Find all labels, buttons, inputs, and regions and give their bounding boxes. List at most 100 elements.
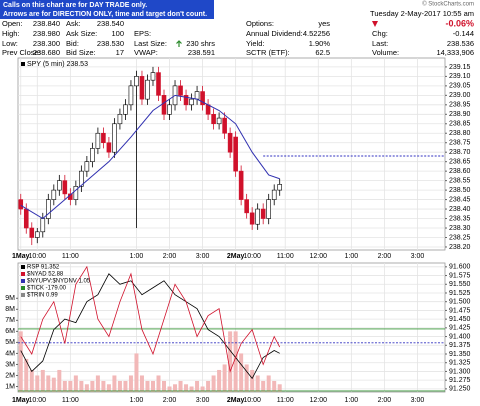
y-tick-label: 91.550: [449, 281, 471, 288]
field-value: 230 shrs: [186, 39, 215, 48]
volume-bar: [178, 380, 183, 392]
candle-body: [23, 208, 29, 229]
volume-bar: [73, 375, 78, 392]
y-tick-label: 238.70: [449, 149, 471, 156]
volume-bar: [40, 369, 45, 392]
x-tick-label: 3:00: [196, 253, 210, 260]
y-tick-label: 91.400: [449, 333, 471, 340]
candle-body: [183, 95, 189, 106]
y-tick-label: 91.375: [449, 342, 471, 349]
field-label: EPS:: [134, 29, 151, 38]
y-tick-label: 91.350: [449, 351, 471, 358]
volume-bar: [184, 384, 189, 392]
notice-box: [0, 0, 214, 19]
legend-label: $TICK -179.00: [27, 286, 67, 292]
candle-body: [57, 180, 62, 191]
field-value: 17: [116, 48, 124, 57]
y-tick-label: 9M: [5, 295, 15, 302]
volume-bar: [222, 364, 227, 392]
y-tick-label: 238.80: [449, 130, 471, 137]
legend-label: $NYUPV:$NYDNV 1.05: [27, 279, 91, 285]
candle-body: [238, 170, 244, 200]
candle-body: [84, 161, 90, 172]
candle-body: [222, 117, 227, 134]
candle-body: [194, 91, 200, 100]
volume-bar: [150, 380, 155, 392]
volume-bar: [167, 386, 172, 392]
volume-bar: [145, 380, 150, 392]
legend-swatch: [21, 293, 25, 297]
volume-bar: [62, 380, 67, 392]
y-tick-label: 238.65: [449, 159, 471, 166]
y-tick-label: 239.05: [449, 83, 471, 90]
y-tick-label: 238.55: [449, 177, 471, 184]
y-tick-label: 91.500: [449, 299, 471, 306]
volume-bar: [189, 386, 194, 392]
volume-bar: [211, 375, 216, 392]
field-value: 100: [111, 29, 124, 38]
x-tick-label: 10:00: [29, 397, 47, 404]
x-tick-label: 1:00: [130, 253, 144, 260]
x-tick-label: 1:00: [345, 397, 359, 404]
volume-bar: [123, 380, 128, 392]
field-value: 1.90%: [309, 39, 331, 48]
volume-bar: [79, 380, 84, 392]
y-tick-label: 8M: [5, 306, 15, 313]
field-value: -0.144: [453, 29, 474, 38]
y-tick-label: 91.325: [449, 360, 471, 367]
candle-body: [46, 199, 51, 219]
candle-body: [90, 148, 95, 162]
volume-bar: [46, 375, 51, 392]
volume-bar: [277, 384, 282, 392]
volume-bar: [239, 353, 244, 392]
y-tick-label: 239.00: [449, 92, 471, 99]
y-tick-label: 238.25: [449, 234, 471, 241]
x-tick-label: 10:00: [29, 253, 47, 260]
candle-body: [29, 227, 35, 238]
volume-bar: [51, 377, 56, 392]
field-label: Options:: [246, 19, 274, 28]
legend-swatch: [21, 272, 25, 276]
field-value: -0.06%: [445, 18, 474, 28]
candle-body: [233, 136, 238, 172]
y-tick-label: 238.35: [449, 215, 471, 222]
x-tick-label: 2:00: [163, 397, 177, 404]
field-value: 4.52256: [303, 29, 330, 38]
x-tick-label: 1:00: [345, 253, 359, 260]
field-label: Open:: [2, 19, 22, 28]
y-tick-label: 5M: [5, 339, 15, 346]
notice-line: Calls on this chart are for DAY TRADE on…: [3, 2, 147, 9]
down-arrow: [372, 21, 378, 27]
legend-swatch: [21, 62, 25, 66]
candle-body: [51, 189, 57, 200]
volume-bar: [156, 375, 161, 392]
notice-line: Arrows are for DIRECTION ONLY, time and …: [3, 11, 207, 18]
field-value: 14,333,906: [436, 48, 474, 57]
x-tick-label: 2:00: [378, 397, 392, 404]
field-value: 238.300: [33, 39, 60, 48]
volume-bar: [217, 369, 222, 392]
volume-bar: [35, 375, 40, 392]
candle-body: [101, 132, 106, 144]
x-tick-label: 10:00: [243, 397, 261, 404]
copyright: © StockCharts.com: [422, 1, 474, 8]
candle-body: [106, 142, 112, 153]
volume-bar: [173, 384, 178, 392]
volume-bar: [128, 375, 133, 392]
field-value: yes: [318, 19, 330, 28]
volume-bar: [266, 375, 271, 392]
volume-bar: [244, 364, 249, 392]
candle-body: [79, 170, 84, 187]
field-label: Ask Size:: [66, 29, 97, 38]
legend-label: $NYAD 52.88: [27, 272, 64, 278]
volume-bar: [228, 331, 233, 392]
y-tick-label: 7M: [5, 317, 15, 324]
field-value: 238.591: [188, 48, 215, 57]
y-tick-label: 238.90: [449, 111, 471, 118]
candle-body: [161, 95, 167, 115]
volume-bar: [112, 375, 117, 392]
x-tick-label: 11:00: [62, 397, 79, 404]
field-value: 238.540: [97, 19, 124, 28]
legend-label: SPY (5 min) 238.53: [27, 61, 88, 68]
y-tick-label: 91.275: [449, 377, 471, 384]
